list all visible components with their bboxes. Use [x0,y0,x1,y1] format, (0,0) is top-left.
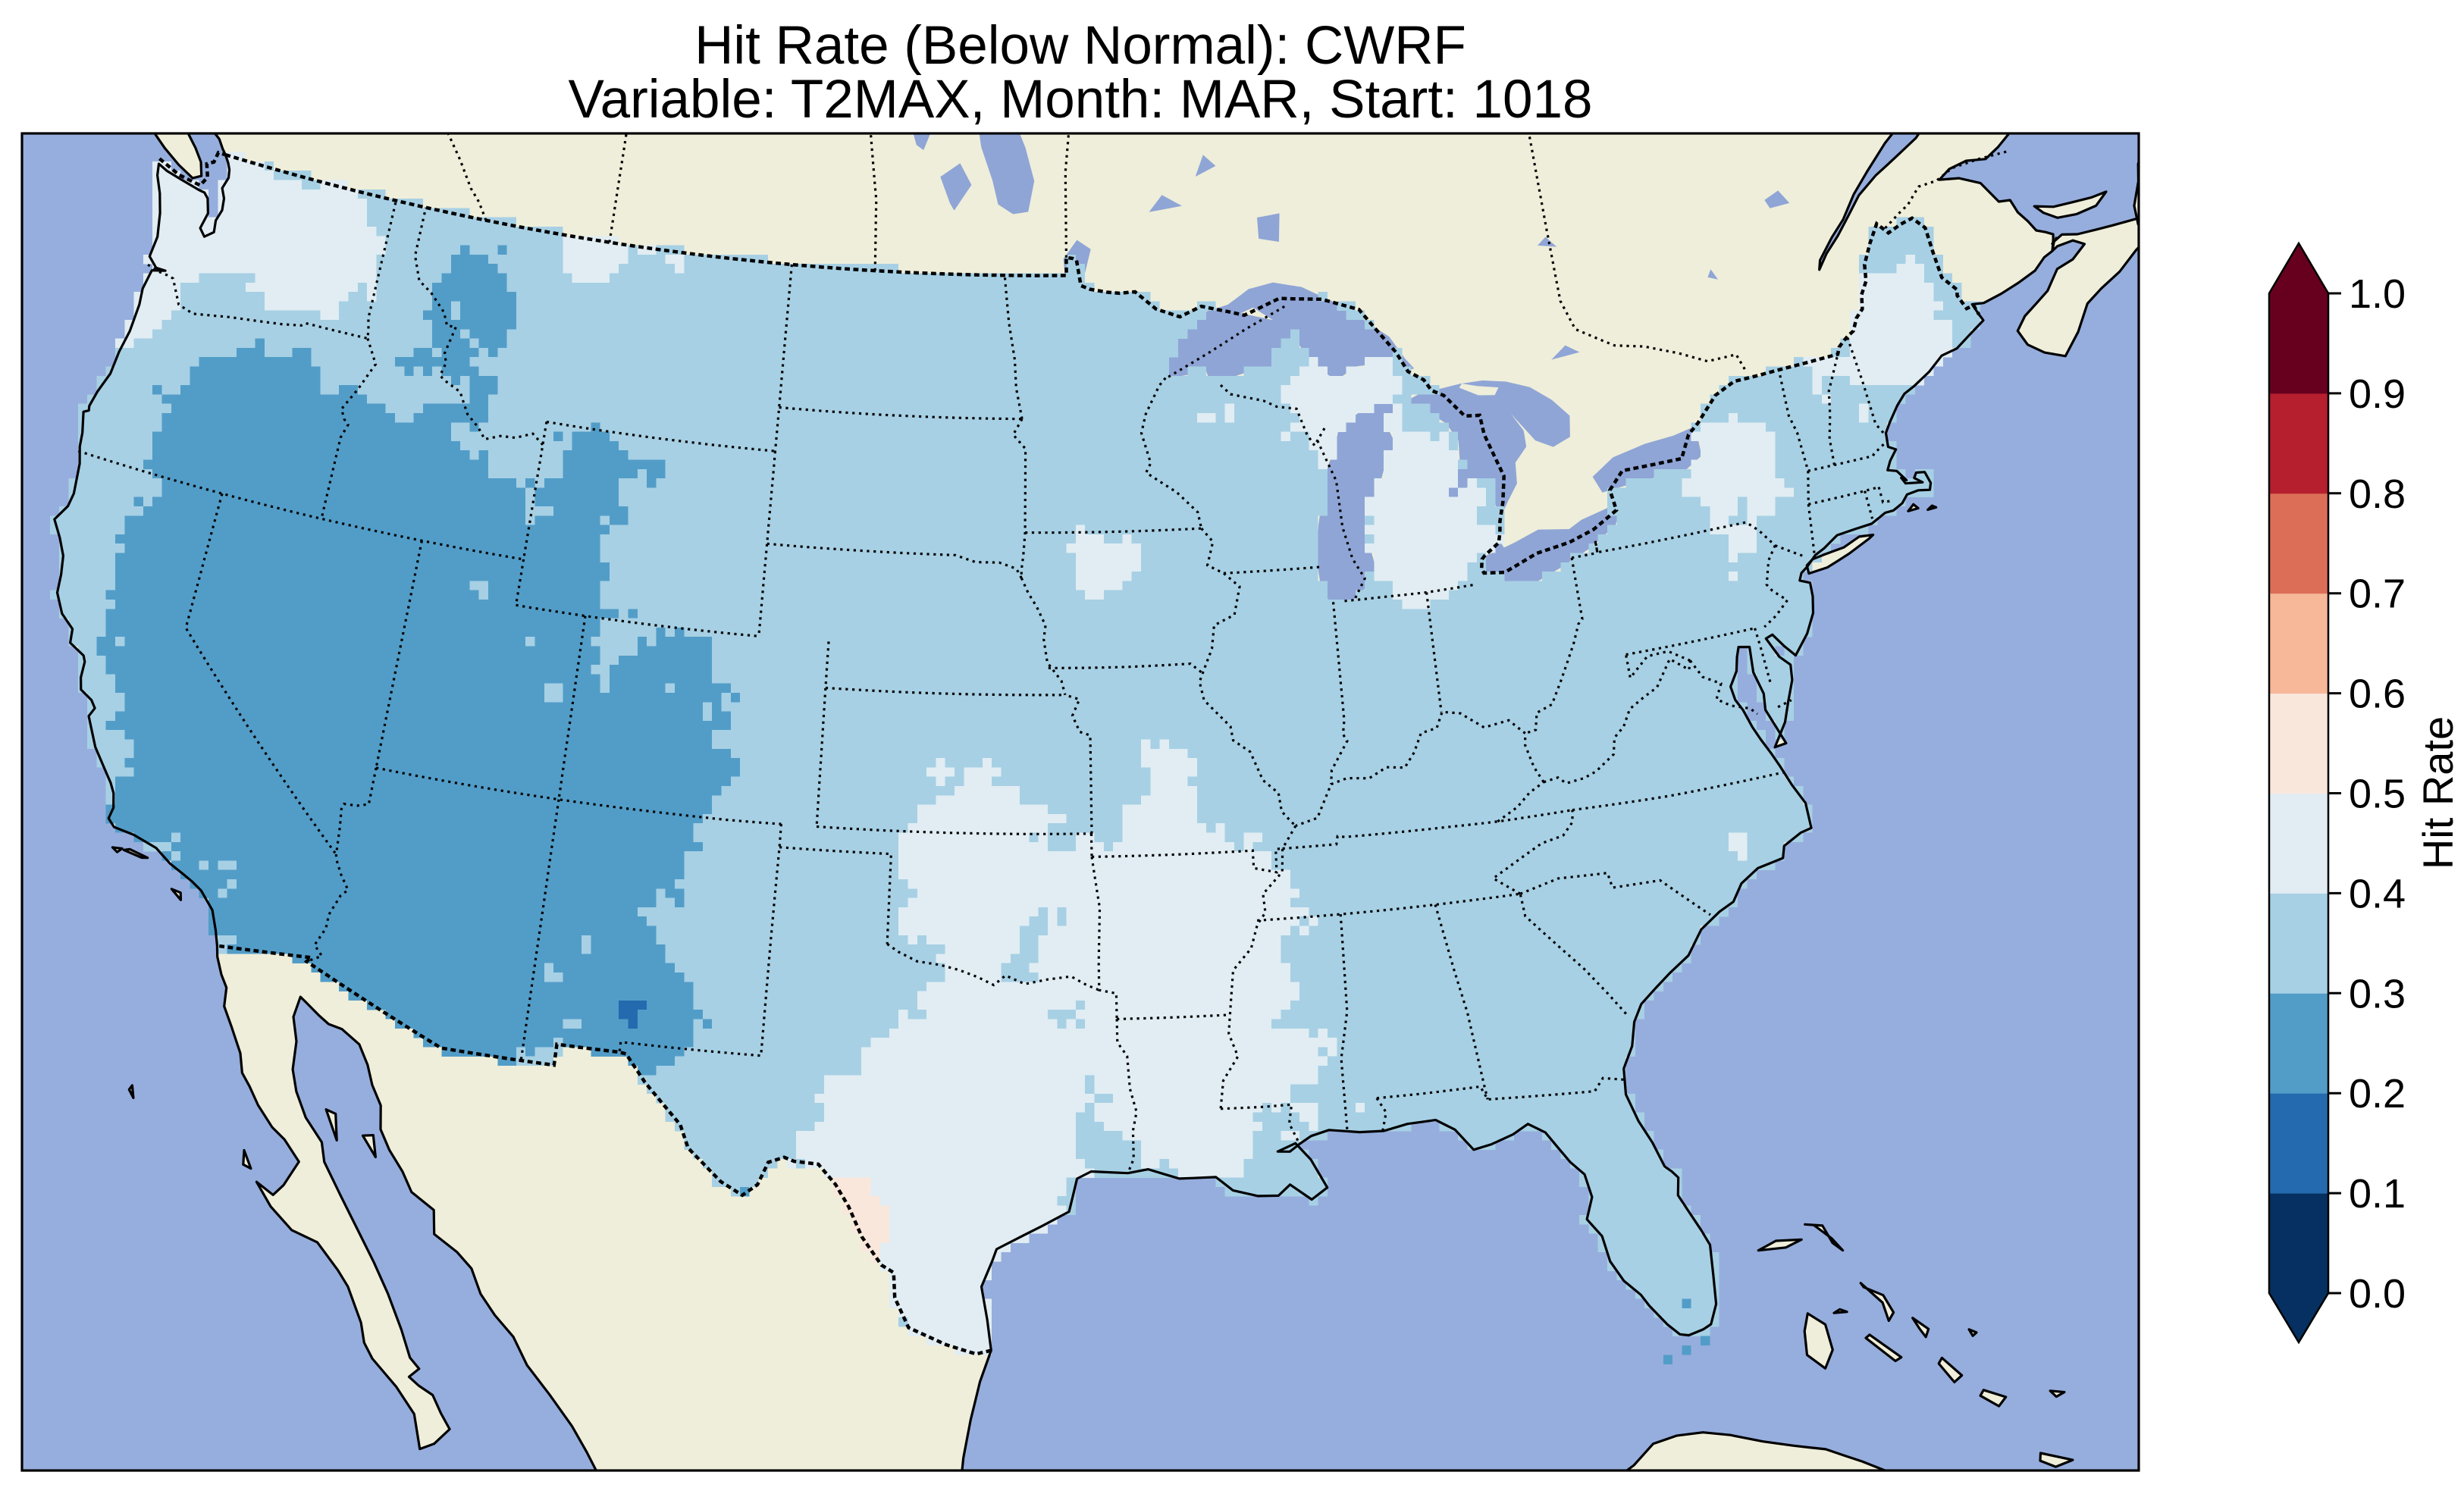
svg-text:1.0: 1.0 [2349,271,2406,317]
svg-text:0.3: 0.3 [2349,971,2406,1016]
svg-text:0.4: 0.4 [2349,871,2406,916]
svg-text:Hit Rate (Below Normal): CWRF: Hit Rate (Below Normal): CWRF [694,16,1466,76]
svg-text:Variable: T2MAX, Month: MAR, S: Variable: T2MAX, Month: MAR, Start: 1018 [569,70,1593,130]
svg-text:0.1: 0.1 [2349,1171,2406,1217]
svg-text:0.8: 0.8 [2349,471,2406,517]
svg-text:0.6: 0.6 [2349,672,2406,717]
svg-text:0.9: 0.9 [2349,371,2406,417]
svg-text:0.2: 0.2 [2349,1071,2406,1117]
svg-text:Hit Rate: Hit Rate [2414,716,2462,869]
svg-text:0.7: 0.7 [2349,572,2406,617]
svg-text:0.5: 0.5 [2349,772,2406,817]
svg-text:0.0: 0.0 [2349,1271,2406,1317]
